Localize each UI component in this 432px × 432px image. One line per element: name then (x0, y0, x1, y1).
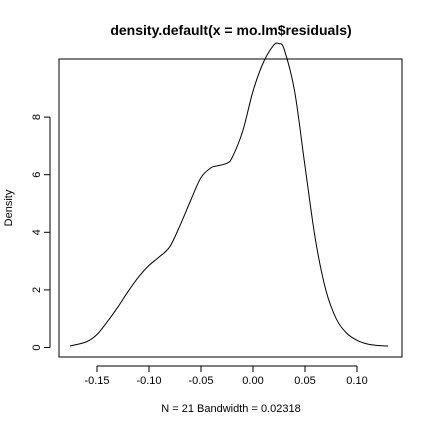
x-tick-label: 0.10 (346, 375, 367, 387)
plot-frame (58, 58, 403, 358)
x-tick-label: 0.05 (294, 375, 315, 387)
x-tick-label: 0.00 (242, 375, 263, 387)
y-tick-label: 4 (31, 229, 43, 235)
y-tick-label: 8 (31, 114, 43, 120)
y-tick-label: 2 (31, 287, 43, 293)
y-tick-label: 0 (31, 344, 43, 350)
y-tick-label: 6 (31, 172, 43, 178)
x-axis-label: N = 21 Bandwidth = 0.02318 (161, 403, 300, 415)
x-axis: -0.15 -0.10 -0.05 0.00 0.05 0.10 (84, 365, 368, 387)
density-curve (69, 42, 389, 347)
x-tick-label: -0.15 (84, 375, 109, 387)
y-axis-label: Density (3, 189, 15, 226)
chart-title: density.default(x = mo.lm$residuals) (110, 22, 351, 38)
x-tick-label: -0.05 (188, 375, 213, 387)
y-axis: 0 2 4 6 8 (31, 114, 51, 351)
x-tick-label: -0.10 (136, 375, 161, 387)
